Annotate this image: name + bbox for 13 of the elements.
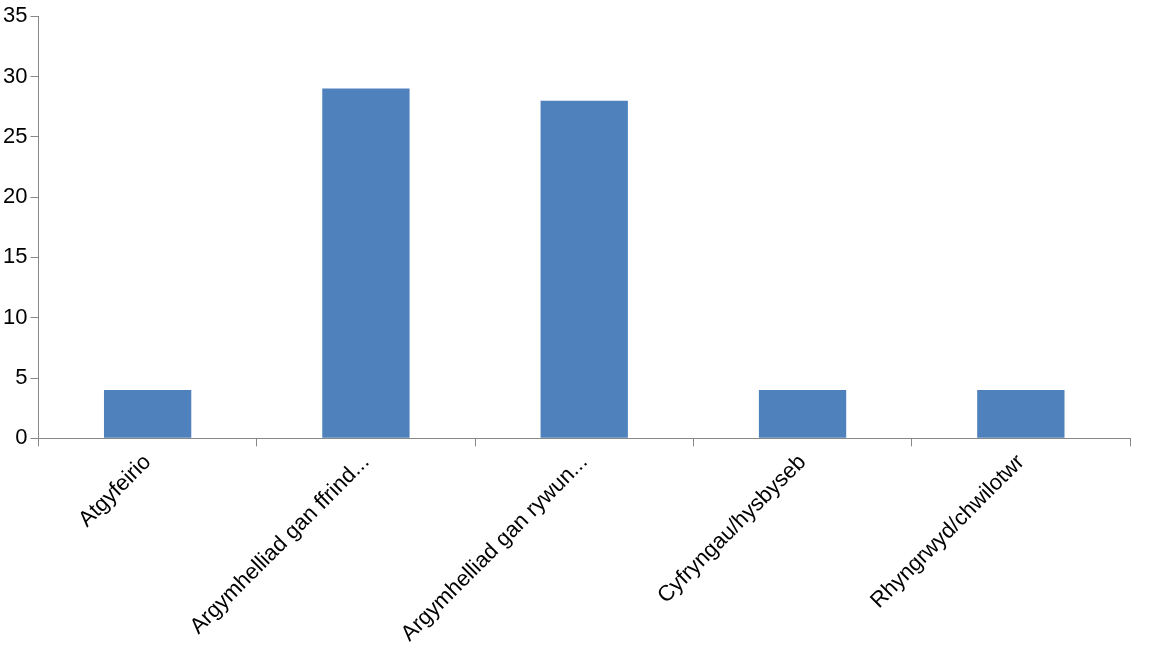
bar xyxy=(322,88,410,438)
y-tick-label: 30 xyxy=(2,62,28,88)
y-tick-label: 15 xyxy=(2,243,28,269)
bar xyxy=(103,390,192,438)
y-tick-label: 5 xyxy=(15,364,28,390)
y-tick-label: 35 xyxy=(2,2,28,28)
y-tick-label: 10 xyxy=(2,303,28,329)
y-tick-label: 0 xyxy=(15,424,28,450)
y-tick-label: 25 xyxy=(2,122,28,148)
bar xyxy=(540,100,628,438)
y-tick-label: 20 xyxy=(2,183,28,209)
bar xyxy=(977,390,1065,438)
bar xyxy=(758,390,847,438)
